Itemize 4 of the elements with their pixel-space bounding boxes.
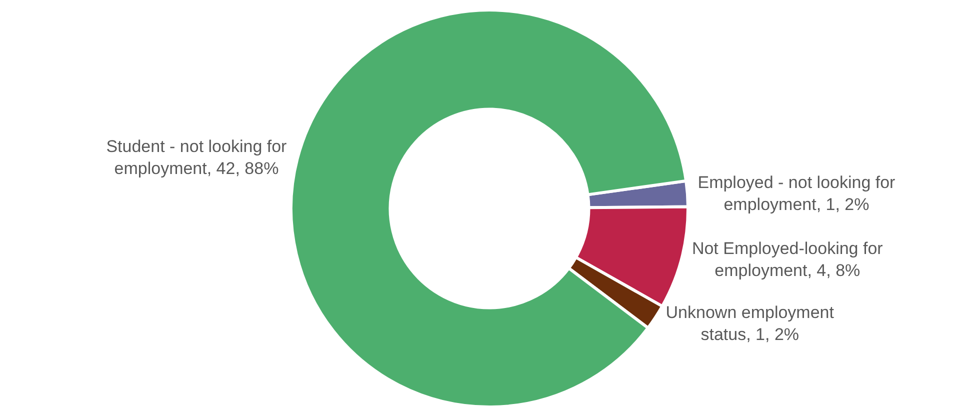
slice-label: Student - not looking for employment, 42, 88%: [106, 136, 288, 178]
slice-label: Not Employed-looking for employment, 4, 8%: [692, 238, 884, 280]
slice-label: Employed - not looking for employment, 1, 2%: [698, 173, 896, 214]
slice-label: Unknown employment status, 1, 2%: [666, 302, 834, 344]
